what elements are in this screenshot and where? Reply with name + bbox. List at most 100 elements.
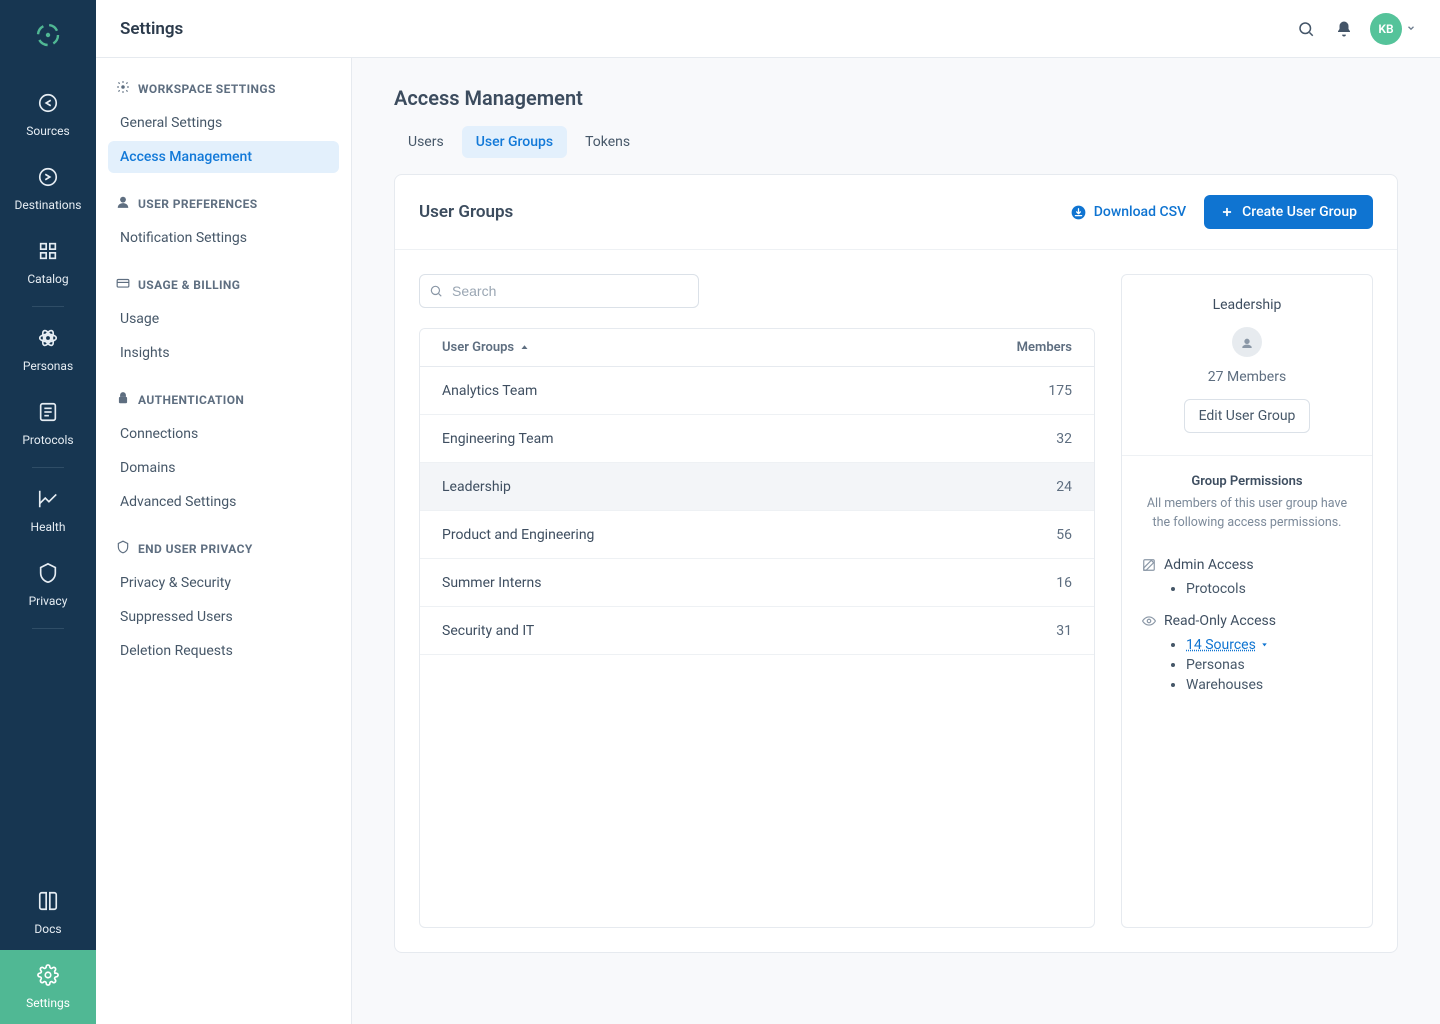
nav-label: Sources [26, 124, 69, 138]
nav-label: Docs [34, 922, 61, 936]
page-title: Access Management [394, 86, 1398, 110]
table-row[interactable]: Summer Interns16 [420, 559, 1094, 607]
nav-item-personas[interactable]: Personas [0, 313, 96, 387]
table-row[interactable]: Leadership24 [420, 463, 1094, 511]
subnav-section: END USER PRIVACYPrivacy & SecuritySuppre… [108, 540, 339, 667]
group-avatar-placeholder [1232, 327, 1262, 357]
row-members: 56 [972, 527, 1072, 543]
edit-icon [1142, 558, 1156, 572]
nav-item-docs[interactable]: Docs [0, 876, 96, 950]
row-members: 24 [972, 479, 1072, 495]
table-row[interactable]: Security and IT31 [420, 607, 1094, 655]
permission-link[interactable]: 14 Sources [1186, 637, 1269, 653]
tabs: UsersUser GroupsTokens [394, 126, 1398, 158]
nav-label: Destinations [15, 198, 82, 212]
permission-item[interactable]: 14 Sources [1186, 637, 1352, 653]
settings-subnav: WORKSPACE SETTINGSGeneral SettingsAccess… [96, 58, 352, 1024]
column-members[interactable]: Members [972, 340, 1072, 355]
card-header: User Groups Download CSV Create User Gro… [395, 175, 1397, 250]
bell-icon[interactable] [1328, 13, 1360, 45]
readonly-access-label: Read-Only Access [1164, 613, 1276, 629]
subnav-section: AUTHENTICATIONConnectionsDomainsAdvanced… [108, 391, 339, 518]
row-members: 32 [972, 431, 1072, 447]
settings-icon [37, 964, 59, 990]
search-icon[interactable] [1290, 13, 1322, 45]
nav-separator [32, 467, 64, 468]
create-user-group-label: Create User Group [1242, 204, 1357, 220]
subnav-link-advanced-settings[interactable]: Advanced Settings [108, 486, 339, 518]
subnav-link-access-management[interactable]: Access Management [108, 141, 339, 173]
nav-label: Protocols [22, 433, 73, 447]
docs-icon [37, 890, 59, 916]
group-detail-panel: Leadership 27 Members Edit User Group Gr… [1121, 274, 1373, 928]
chevron-down-icon[interactable] [1406, 21, 1416, 37]
subnav-section-header: USAGE & BILLING [108, 276, 339, 303]
subnav-link-connections[interactable]: Connections [108, 418, 339, 450]
card-title: User Groups [419, 202, 513, 222]
personas-icon [37, 327, 59, 353]
user-groups-card: User Groups Download CSV Create User Gro… [394, 174, 1398, 953]
download-icon [1071, 205, 1086, 220]
sources-icon [37, 92, 59, 118]
nav-item-sources[interactable]: Sources [0, 78, 96, 152]
caret-down-icon [1260, 640, 1269, 649]
permission-item: Warehouses [1186, 677, 1352, 693]
nav-label: Health [31, 520, 66, 534]
nav-label: Personas [23, 359, 73, 373]
user-avatar[interactable]: KB [1370, 13, 1402, 45]
search-input[interactable] [419, 274, 699, 308]
row-members: 31 [972, 623, 1072, 639]
nav-item-catalog[interactable]: Catalog [0, 226, 96, 300]
table-row[interactable]: Engineering Team32 [420, 415, 1094, 463]
permission-item: Protocols [1186, 581, 1352, 597]
row-name: Product and Engineering [442, 527, 972, 543]
catalog-icon [37, 240, 59, 266]
subnav-link-general-settings[interactable]: General Settings [108, 107, 339, 139]
column-name[interactable]: User Groups [442, 340, 972, 355]
readonly-access-group: Read-Only Access 14 SourcesPersonasWareh… [1142, 613, 1352, 693]
table-row[interactable]: Analytics Team175 [420, 367, 1094, 415]
download-csv-link[interactable]: Download CSV [1071, 204, 1186, 220]
destinations-icon [37, 166, 59, 192]
plus-icon [1220, 205, 1234, 219]
topbar: Settings KB [96, 0, 1440, 58]
tab-users[interactable]: Users [394, 126, 458, 158]
row-name: Analytics Team [442, 383, 972, 399]
permissions-subtitle: All members of this user group have the … [1142, 495, 1352, 533]
nav-item-protocols[interactable]: Protocols [0, 387, 96, 461]
tab-tokens[interactable]: Tokens [571, 126, 644, 158]
table-row[interactable]: Product and Engineering56 [420, 511, 1094, 559]
row-name: Leadership [442, 479, 972, 495]
edit-user-group-button[interactable]: Edit User Group [1184, 399, 1311, 433]
nav-item-destinations[interactable]: Destinations [0, 152, 96, 226]
primary-nav: Sources Destinations Catalog Personas Protoc… [0, 0, 96, 1024]
create-user-group-button[interactable]: Create User Group [1204, 195, 1373, 229]
nav-separator [32, 628, 64, 629]
nav-item-settings[interactable]: Settings [0, 950, 96, 1024]
subnav-section-header: USER PREFERENCES [108, 195, 339, 222]
user-groups-table: User Groups Members Analytics Team175Eng… [419, 328, 1095, 928]
detail-group-name: Leadership [1140, 297, 1354, 313]
subnav-link-privacy-security[interactable]: Privacy & Security [108, 567, 339, 599]
subnav-section-header: END USER PRIVACY [108, 540, 339, 567]
protocols-icon [37, 401, 59, 427]
logo [35, 22, 61, 52]
tab-user-groups[interactable]: User Groups [462, 126, 567, 158]
subnav-link-insights[interactable]: Insights [108, 337, 339, 369]
nav-item-privacy[interactable]: Privacy [0, 548, 96, 622]
search-icon [429, 284, 443, 298]
sort-asc-icon [520, 343, 529, 352]
admin-access-group: Admin Access Protocols [1142, 557, 1352, 597]
subnav-section: USER PREFERENCESNotification Settings [108, 195, 339, 254]
subnav-link-suppressed-users[interactable]: Suppressed Users [108, 601, 339, 633]
admin-access-label: Admin Access [1164, 557, 1254, 573]
subnav-section: WORKSPACE SETTINGSGeneral SettingsAccess… [108, 80, 339, 173]
subnav-link-domains[interactable]: Domains [108, 452, 339, 484]
nav-item-health[interactable]: Health [0, 474, 96, 548]
subnav-link-notification-settings[interactable]: Notification Settings [108, 222, 339, 254]
row-name: Engineering Team [442, 431, 972, 447]
nav-separator [32, 306, 64, 307]
subnav-link-usage[interactable]: Usage [108, 303, 339, 335]
subnav-link-deletion-requests[interactable]: Deletion Requests [108, 635, 339, 667]
search-wrap [419, 274, 699, 308]
